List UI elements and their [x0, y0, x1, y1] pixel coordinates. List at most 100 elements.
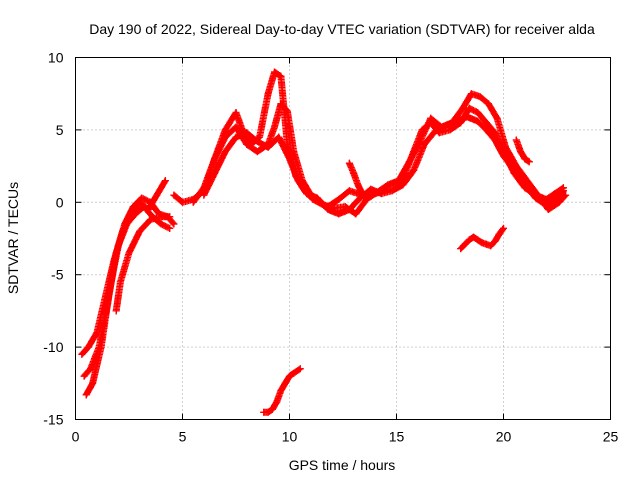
data-point	[512, 136, 520, 144]
data-point	[354, 181, 362, 189]
data-point	[491, 136, 499, 144]
data-point	[459, 104, 467, 112]
data-point	[166, 224, 174, 232]
data-point	[106, 285, 114, 293]
data-point	[296, 365, 304, 373]
data-point	[161, 177, 169, 185]
data-point	[495, 230, 503, 238]
data-point	[271, 68, 278, 76]
data-point	[378, 190, 385, 198]
data-point	[253, 148, 261, 156]
series-track-d	[112, 213, 174, 315]
data-point	[264, 408, 272, 416]
data-point	[271, 123, 278, 131]
data-point	[247, 140, 255, 148]
data-point	[200, 191, 208, 199]
data-point	[352, 210, 360, 218]
data-point	[384, 181, 392, 189]
data-point	[395, 177, 403, 185]
series-track-h	[345, 159, 370, 203]
x-tick-label: 10	[282, 429, 298, 445]
data-point	[521, 181, 529, 189]
data-point	[294, 177, 302, 185]
data-point	[467, 90, 475, 98]
data-point	[166, 213, 174, 221]
data-point	[500, 152, 507, 160]
data-point	[146, 198, 154, 206]
data-point	[131, 210, 139, 218]
x-axis-label: GPS time / hours	[289, 457, 396, 473]
data-point	[474, 236, 482, 244]
data-point	[157, 213, 165, 221]
marker-band	[82, 203, 174, 399]
data-point	[510, 166, 518, 174]
data-point	[97, 343, 105, 351]
data-point	[482, 240, 490, 248]
data-point	[482, 119, 490, 127]
data-point	[286, 372, 293, 380]
data-point	[277, 72, 285, 80]
data-point	[277, 387, 285, 394]
data-point	[461, 240, 469, 248]
marker-band	[457, 224, 507, 253]
data-point	[211, 169, 219, 177]
data-point	[485, 100, 492, 108]
data-point	[427, 114, 435, 122]
data-point	[268, 405, 276, 413]
data-point	[476, 93, 484, 101]
y-tick-label: 10	[48, 50, 64, 66]
data-point	[474, 117, 482, 125]
data-point	[125, 249, 133, 257]
data-point	[273, 398, 281, 406]
data-point	[553, 194, 561, 202]
data-point	[474, 109, 482, 116]
data-point	[463, 113, 471, 121]
chart-title: Day 190 of 2022, Sidereal Day-to-day VTE…	[89, 21, 595, 37]
data-point	[157, 220, 165, 228]
data-point	[313, 194, 321, 202]
data-point	[367, 185, 375, 193]
data-point	[221, 148, 229, 156]
data-point	[114, 242, 122, 250]
x-tick-label: 15	[389, 429, 405, 445]
data-point	[243, 129, 251, 137]
y-tick-label: 5	[56, 122, 64, 138]
data-point	[410, 166, 418, 174]
data-point	[140, 203, 148, 211]
data-points	[78, 68, 570, 416]
data-point	[502, 143, 510, 151]
data-point	[232, 133, 240, 141]
plot-frame	[75, 57, 611, 420]
series-track-c	[82, 203, 174, 399]
data-point	[211, 155, 219, 163]
data-point	[80, 372, 88, 380]
data-point	[446, 126, 454, 134]
data-point	[281, 379, 289, 387]
y-tick-label: -15	[43, 412, 63, 428]
data-point	[345, 187, 353, 195]
y-axis-label: SDTVAR / TECUs	[5, 182, 21, 294]
data-point	[388, 187, 396, 195]
x-tick-label: 0	[72, 429, 80, 445]
x-tick-label: 20	[496, 429, 512, 445]
data-point	[170, 191, 178, 199]
data-point	[544, 206, 552, 213]
data-point	[189, 198, 197, 206]
data-point	[275, 133, 283, 141]
data-point	[78, 350, 86, 358]
data-point	[358, 190, 366, 198]
grid-lines	[75, 57, 611, 420]
series-track-i	[512, 136, 533, 166]
data-point	[129, 203, 137, 211]
data-point	[335, 195, 343, 203]
data-point	[112, 307, 120, 315]
axes: 0 5 10 15 20 25 -15 -10 -5 0 5 10	[43, 50, 618, 445]
data-point	[82, 391, 90, 399]
data-point	[431, 127, 439, 135]
series-track-k	[457, 224, 507, 253]
series-track-g	[200, 113, 567, 218]
data-point	[153, 191, 161, 199]
data-point	[345, 206, 353, 213]
data-point	[525, 158, 533, 166]
data-point	[482, 126, 490, 134]
